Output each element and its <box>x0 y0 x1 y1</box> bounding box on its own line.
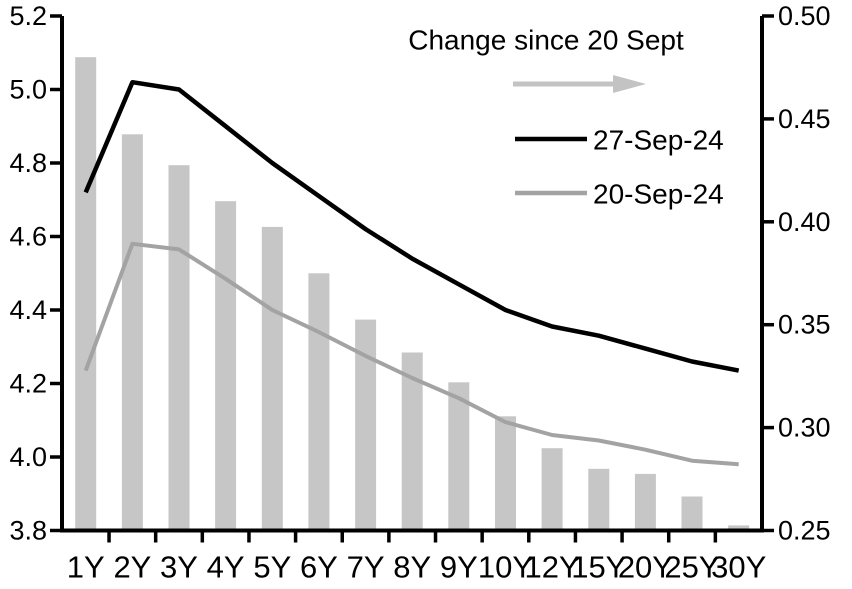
x-axis-label-2Y: 2Y <box>113 550 151 585</box>
x-axis-label-15Y: 15Y <box>571 550 626 585</box>
right-axis-tick-label: 0.30 <box>778 413 831 443</box>
axes-group: 5.2 5.0 4.8 4.6 4.4 4.2 4.0 3.8 0.50 0.45 0.40 0.35… <box>9 1 830 585</box>
x-axis-label-12Y: 12Y <box>525 550 580 585</box>
left-axis-tick-label: 4.0 <box>9 442 47 472</box>
x-axis-label-9Y: 9Y <box>440 550 478 585</box>
bar-8Y <box>401 352 423 531</box>
legend-group: Change since 20 Sept 27-Sep-24 20-Sep-24 <box>408 25 724 210</box>
left-axis-tick-label: 3.8 <box>9 516 47 546</box>
right-axis-tick-label: 0.50 <box>778 1 831 31</box>
x-axis-label-7Y: 7Y <box>347 550 385 585</box>
x-axis-label-1Y: 1Y <box>67 550 105 585</box>
right-axis-tick-label: 0.40 <box>778 207 831 237</box>
left-axis-tick-label: 4.6 <box>9 222 47 252</box>
right-axis-tick-label: 0.25 <box>778 516 831 546</box>
bar-2Y <box>121 134 143 531</box>
bar-1Y <box>75 57 97 531</box>
right-axis-tick-label: 0.35 <box>778 310 831 340</box>
bar-4Y <box>215 201 237 531</box>
x-axis-label-4Y: 4Y <box>207 550 245 585</box>
x-axis-label-10Y: 10Y <box>478 550 533 585</box>
right-axis-tick-label: 0.45 <box>778 104 831 134</box>
legend-entry-20-sep-24: 20-Sep-24 <box>515 179 724 210</box>
left-axis-tick-label: 4.4 <box>9 295 47 325</box>
legend-title: Change since 20 Sept <box>408 25 684 56</box>
x-axis-label-20Y: 20Y <box>618 550 673 585</box>
bar-15Y <box>588 468 610 531</box>
legend-label-27-sep-24: 27-Sep-24 <box>593 125 724 156</box>
legend-label-20-sep-24: 20-Sep-24 <box>593 179 724 210</box>
line-27-Sep-24 <box>83 79 740 373</box>
bars-group <box>75 57 750 531</box>
bar-12Y <box>541 448 563 531</box>
bar-7Y <box>355 319 377 531</box>
bar-30Y <box>728 525 750 531</box>
bar-9Y <box>448 382 470 531</box>
left-axis-tick-label: 5.2 <box>9 1 47 31</box>
x-axis-label-6Y: 6Y <box>300 550 338 585</box>
line-20-Sep-24 <box>83 241 739 467</box>
x-axis-label-5Y: 5Y <box>253 550 291 585</box>
left-axis-tick-label: 5.0 <box>9 75 47 105</box>
x-axis-label-8Y: 8Y <box>393 550 431 585</box>
line-series-group <box>83 79 740 467</box>
bar-6Y <box>308 273 330 531</box>
x-axis-label-25Y: 25Y <box>664 550 719 585</box>
bar-3Y <box>168 165 190 531</box>
change-arrow <box>513 75 646 93</box>
x-axis-label-3Y: 3Y <box>160 550 198 585</box>
left-axis-tick-label: 4.8 <box>9 148 47 178</box>
bar-20Y <box>634 473 656 531</box>
left-axis-tick-label: 4.2 <box>9 369 47 399</box>
x-axis-label-30Y: 30Y <box>711 550 766 585</box>
arrow-right-icon <box>613 75 646 93</box>
bar-10Y <box>495 416 516 531</box>
bar-5Y <box>261 226 283 531</box>
legend-entry-27-sep-24: 27-Sep-24 <box>515 125 724 156</box>
bar-25Y <box>681 496 703 531</box>
